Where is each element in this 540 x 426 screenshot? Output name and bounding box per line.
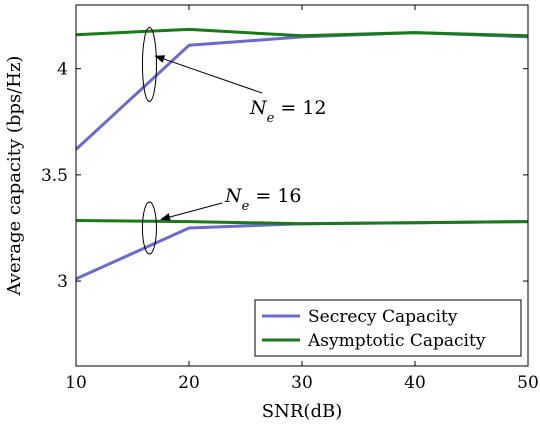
- y-tick-label: 3.5: [41, 166, 68, 186]
- x-tick-label: 40: [404, 373, 426, 393]
- x-axis-title: SNR(dB): [262, 401, 342, 422]
- y-tick-label: 4: [57, 60, 68, 80]
- series-line-ne16-asymptotic: [75, 219, 529, 226]
- x-tick-label: 20: [178, 373, 200, 393]
- series-line-ne12-asymptotic: [75, 27, 529, 38]
- y-axis-title: Average capacity (bps/Hz): [4, 56, 25, 297]
- series-line-ne12-secrecy: [74, 31, 529, 151]
- legend: Secrecy Capacity Asymptotic Capacity: [254, 299, 522, 357]
- x-tick-label: 30: [291, 373, 313, 393]
- series-line-ne16-secrecy: [75, 220, 529, 281]
- y-tick-label: 3: [57, 272, 68, 292]
- x-tick-label: 10: [65, 373, 87, 393]
- annotation-layer: Ne = 12 Ne = 16: [154, 55, 327, 221]
- series-layer: [74, 27, 529, 281]
- legend-label-asymptotic: Asymptotic Capacity: [307, 331, 486, 351]
- annotation-ne-16: Ne = 16: [224, 185, 302, 214]
- annotation-arrow-ne-16: [160, 202, 223, 221]
- group-ellipse-ne16: [141, 201, 157, 255]
- annotation-ellipses: [141, 26, 157, 255]
- annotation-arrow-ne-12: [154, 55, 263, 94]
- group-ellipse-ne12: [141, 26, 157, 102]
- annotation-ne-12: Ne = 12: [249, 97, 327, 126]
- tick-layer: 10 20 30 40 50 3 3.5 4: [41, 5, 539, 393]
- legend-label-secrecy: Secrecy Capacity: [308, 307, 458, 327]
- x-tick-label: 50: [517, 373, 539, 393]
- legend-box: [254, 299, 522, 357]
